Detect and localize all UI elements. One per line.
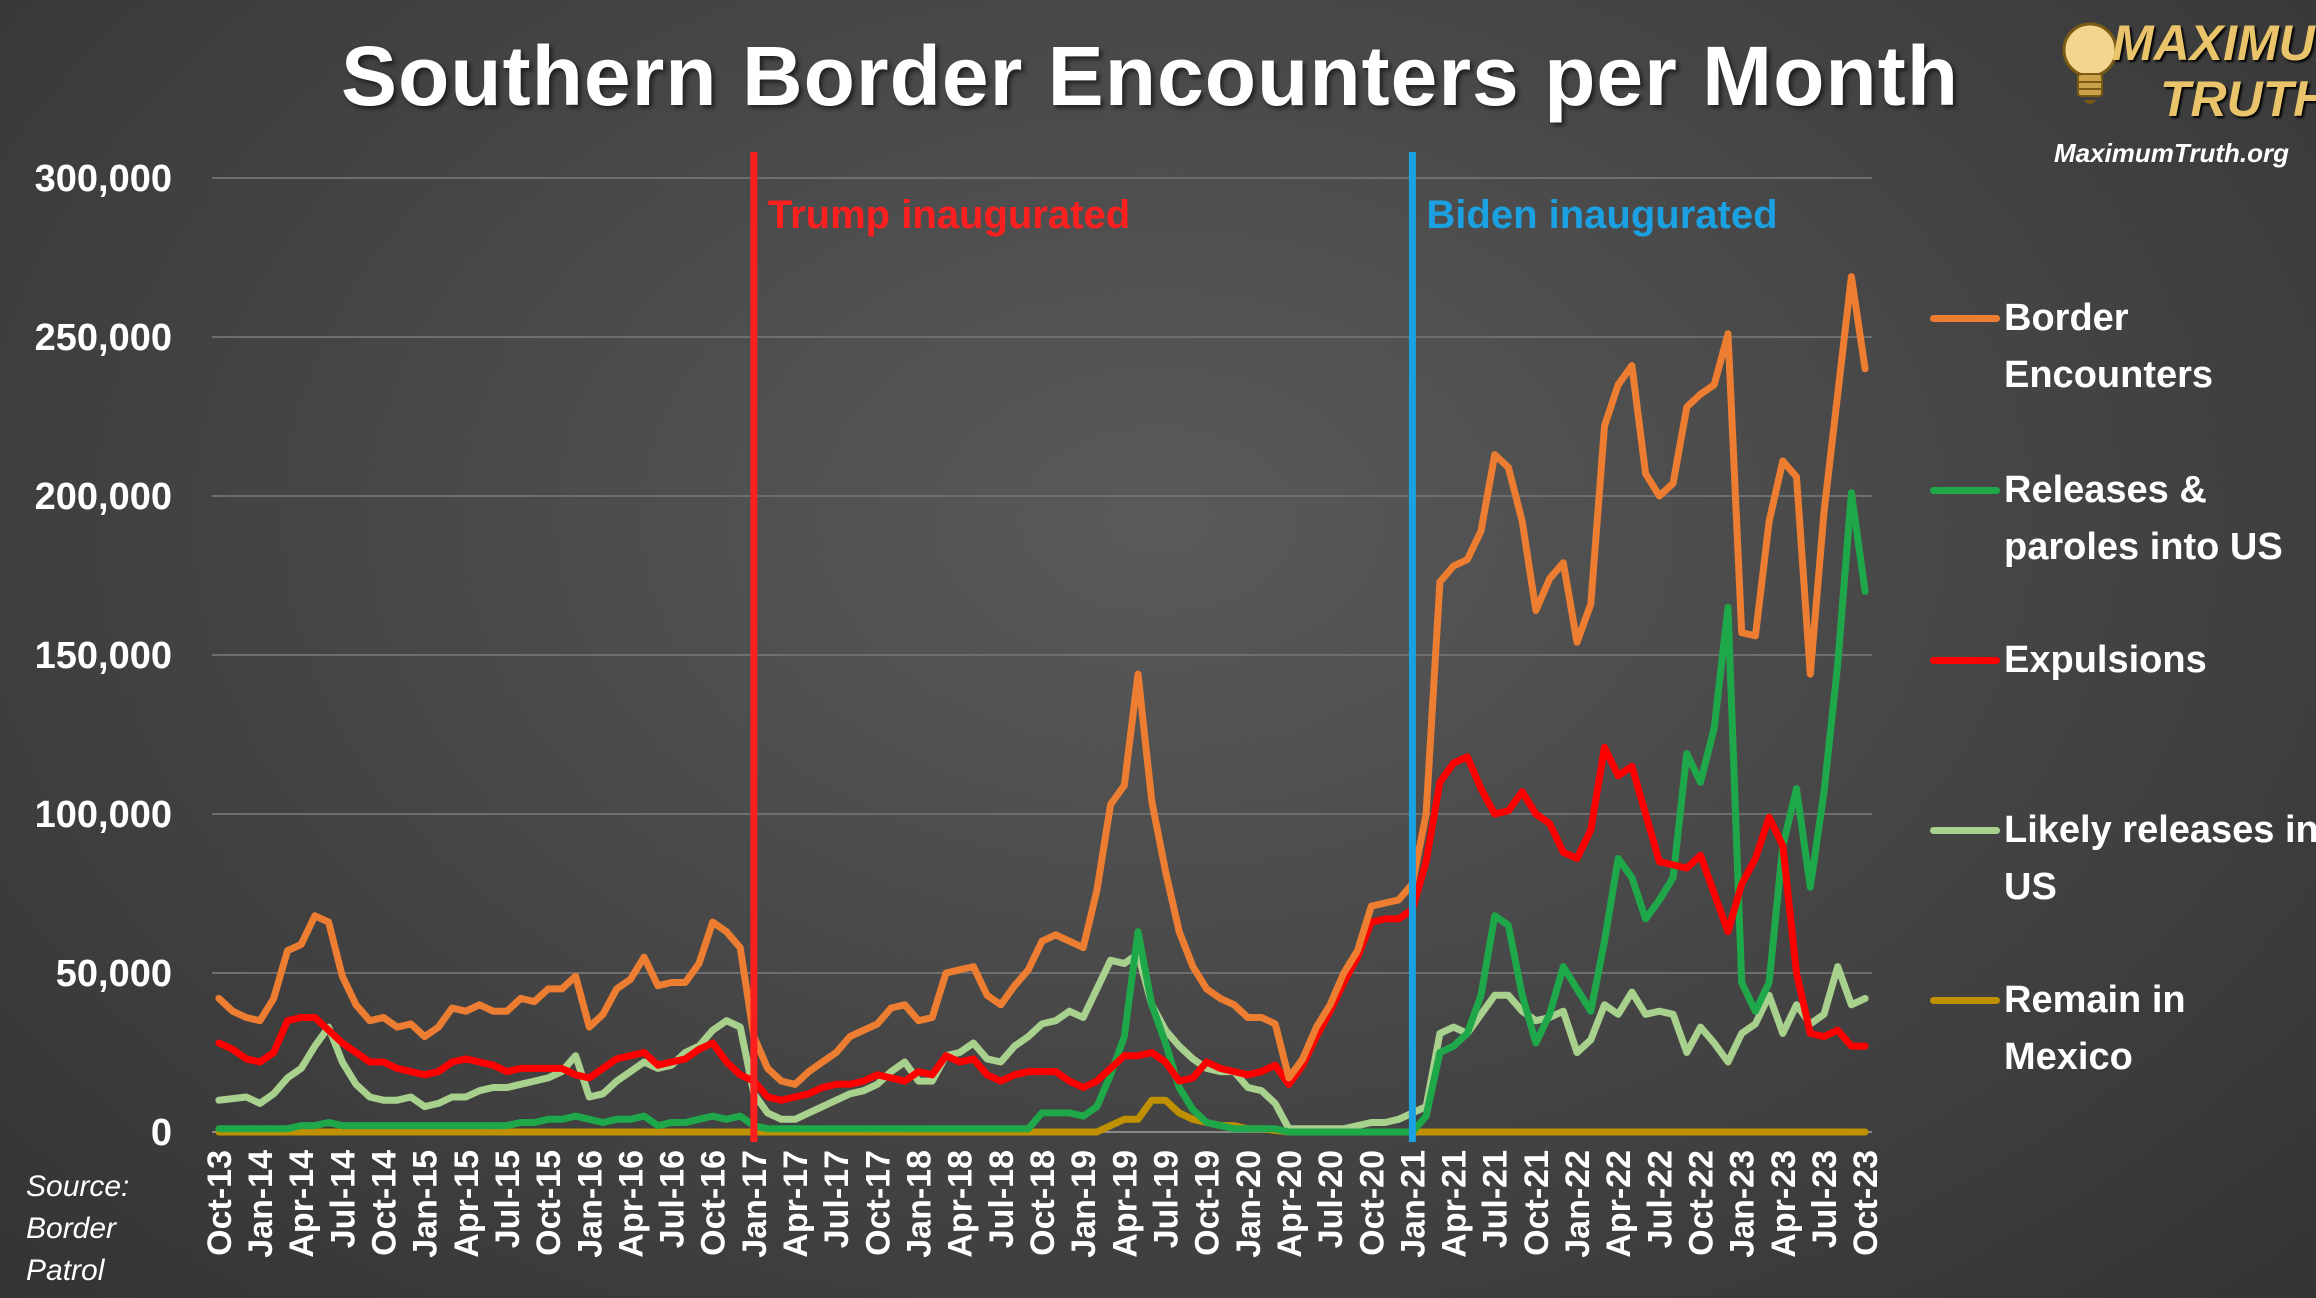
x-tick-label: Oct-21 [1518,1150,1556,1256]
lightbulb-icon [2062,22,2118,104]
x-tick-label: Jan-21 [1394,1150,1432,1258]
x-tick-label: Oct-23 [1847,1150,1885,1256]
source-note: Source: Border Patrol [26,1166,129,1292]
x-tick-label: Jan-19 [1065,1150,1103,1258]
x-tick-label: Apr-17 [777,1150,815,1258]
x-tick-label: Jan-23 [1724,1150,1762,1258]
series-line-expulsions [215,743,1869,1104]
legend-label: Releases & paroles into US [2004,469,2283,568]
logo-text-maximum: MAXIMUM [2112,15,2316,71]
x-tick-label: Oct-15 [530,1150,568,1256]
legend-label: Remain in Mexico [2004,979,2186,1078]
x-tick-label: Apr-16 [612,1150,650,1258]
logo-url: MaximumTruth.org [2054,138,2289,168]
series-line-releases [215,489,1869,1136]
logo-text-truth: TRUTH [2160,71,2316,127]
chart-title: Southern Border Encounters per Month [340,29,1960,123]
x-tick-label: Jul-17 [818,1150,856,1248]
legend-swatch [1930,827,2000,834]
x-tick-label: Jan-22 [1559,1150,1597,1258]
x-tick-label: Oct-16 [695,1150,733,1256]
series-line-border-encounters [215,273,1869,1088]
legend-swatch [1930,487,2000,494]
x-tick-label: Apr-19 [1106,1150,1144,1258]
x-tick-label: Oct-13 [201,1150,239,1256]
x-tick-label: Jul-16 [654,1150,692,1248]
x-tick-label: Apr-14 [283,1150,321,1258]
x-tick-label: Jan-17 [736,1150,774,1258]
source-line: Patrol [26,1254,105,1287]
y-tick-label: 50,000 [56,953,172,995]
legend-label: Likely releases in US [2004,809,2316,908]
series-line-remain-in-mexico [215,1096,1869,1136]
trump-inauguration-label: Trump inaugurated [768,193,1130,237]
x-tick-label: Jan-14 [242,1150,280,1258]
x-tick-label: Apr-15 [448,1150,486,1258]
x-tick-label: Oct-18 [1024,1150,1062,1256]
x-tick-label: Oct-19 [1189,1150,1227,1256]
x-tick-label: Oct-14 [365,1150,403,1256]
legend-swatch [1930,997,2000,1004]
logo: MAXIMUM TRUTH MaximumTruth.org [2050,6,2316,176]
x-tick-label: Apr-18 [942,1150,980,1258]
x-tick-label: Apr-21 [1436,1150,1474,1258]
x-tick-label: Oct-20 [1353,1150,1391,1256]
source-line: Border [26,1212,117,1245]
x-tick-label: Jan-16 [571,1150,609,1258]
x-tick-label: Jul-23 [1806,1150,1844,1248]
legend-label: Border Encounters [2004,297,2214,396]
x-tick-label: Jul-14 [324,1150,362,1248]
y-tick-label: 250,000 [35,317,172,359]
x-tick-label: Jul-15 [489,1150,527,1248]
series-line-likely-releases [215,950,1869,1133]
source-line: Source: [26,1170,130,1203]
x-tick-label: Jul-22 [1641,1150,1679,1248]
legend-swatch [1930,315,2000,322]
legend-swatch [1930,657,2000,664]
x-tick-label: Jul-20 [1312,1150,1350,1248]
legend-label: Expulsions [2004,639,2207,681]
x-tick-label: Jul-21 [1477,1150,1515,1248]
y-tick-label: 150,000 [35,635,172,677]
y-tick-label: 0 [151,1112,172,1154]
x-tick-label: Jan-18 [901,1150,939,1258]
x-tick-label: Apr-22 [1600,1150,1638,1258]
x-tick-label: Jan-20 [1230,1150,1268,1258]
x-tick-label: Jul-19 [1147,1150,1185,1248]
x-tick-label: Oct-17 [859,1150,897,1256]
x-tick-label: Oct-22 [1683,1150,1721,1256]
y-tick-label: 100,000 [35,794,172,836]
y-tick-label: 200,000 [35,476,172,518]
x-tick-label: Apr-20 [1271,1150,1309,1258]
x-tick-label: Jul-18 [983,1150,1021,1248]
x-tick-label: Jan-15 [407,1150,445,1258]
x-tick-label: Apr-23 [1765,1150,1803,1258]
y-tick-label: 300,000 [35,158,172,200]
biden-inauguration-label: Biden inaugurated [1426,193,1777,237]
